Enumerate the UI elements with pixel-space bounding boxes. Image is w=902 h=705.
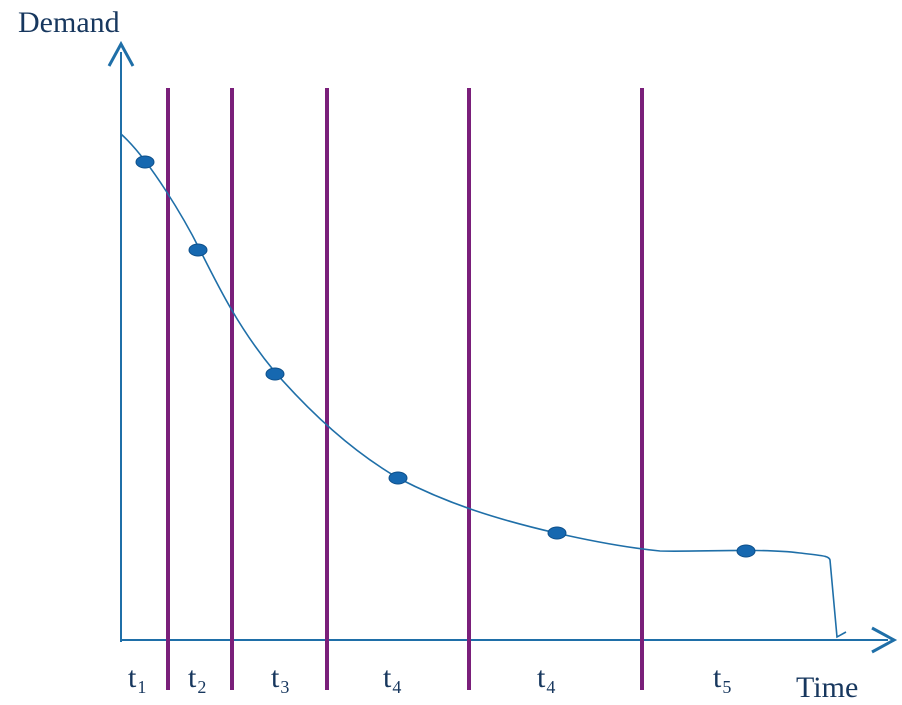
demand-point	[135, 155, 155, 169]
y-axis-arrowhead	[107, 40, 135, 67]
demand-point	[188, 243, 208, 257]
period-label: t4	[383, 661, 402, 698]
demand-curve	[120, 133, 847, 639]
x-axis-label: Time	[796, 671, 859, 704]
period-label: t1	[128, 661, 147, 698]
period-label: t4	[537, 661, 556, 698]
demand-point	[388, 471, 408, 485]
y-axis-label: Demand	[18, 6, 120, 39]
period-label: t2	[188, 661, 207, 698]
x-axis-arrowhead	[871, 626, 898, 654]
demand-point	[547, 526, 567, 540]
demand-point	[736, 544, 756, 558]
demand-point	[265, 367, 285, 381]
period-label: t3	[271, 661, 290, 698]
period-label: t5	[713, 661, 732, 698]
